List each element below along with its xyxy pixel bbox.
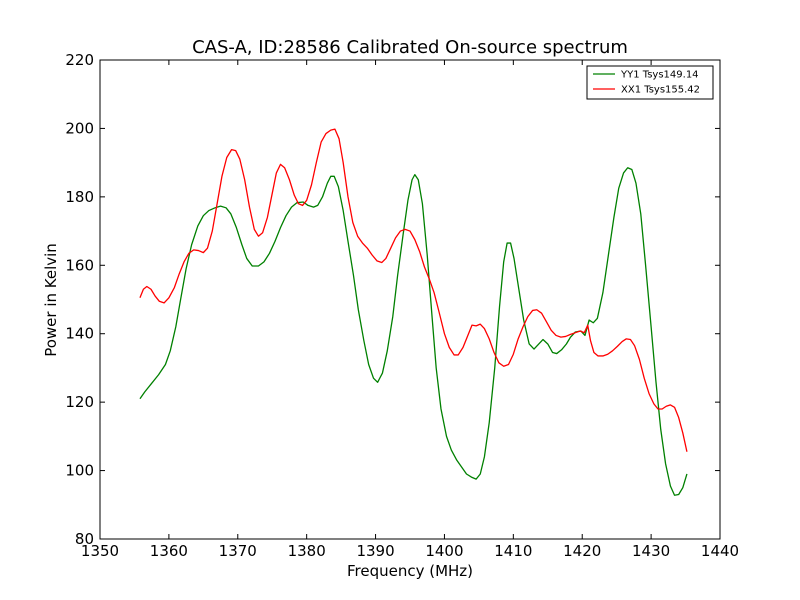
y-tick-label: 120 — [65, 393, 94, 411]
legend-box — [586, 65, 714, 100]
x-tick-label: 1430 — [632, 542, 670, 560]
legend-label: XX1 Tsys155.42 — [621, 85, 700, 96]
ticks-layer: 1350 1360 1370 1380 1390 1400 1410 1420 1430 1440… — [65, 51, 739, 560]
x-tick-label: 1440 — [701, 542, 739, 560]
chart-title: CAS-A, ID:28586 Calibrated On-source spe… — [192, 37, 628, 58]
plot-area: 1350 1360 1370 1380 1390 1400 1410 1420 1430 1440… — [65, 51, 739, 560]
x-tick-label: 1350 — [81, 542, 119, 560]
legend-label: YY1 Tsys149.14 — [620, 70, 699, 81]
x-tick-label: 1360 — [150, 542, 188, 560]
legend: YY1 Tsys149.14 XX1 Tsys155.42 — [586, 65, 714, 100]
plot-frame — [99, 59, 721, 540]
y-tick-label: 220 — [65, 51, 94, 69]
y-tick-label: 140 — [65, 325, 94, 343]
x-tick-label: 1370 — [219, 542, 257, 560]
series-layer — [139, 128, 688, 496]
series-line-2 — [139, 128, 688, 452]
x-axis-title: Frequency (MHz) — [347, 562, 473, 580]
series-line-1 — [139, 167, 688, 496]
x-tick-label: 1400 — [425, 542, 463, 560]
x-tick-label: 1380 — [288, 542, 326, 560]
x-tick-label: 1420 — [563, 542, 601, 560]
y-tick-label: 80 — [75, 530, 94, 548]
x-tick-label: 1410 — [494, 542, 532, 560]
y-tick-label: 100 — [65, 462, 94, 480]
y-tick-label: 200 — [65, 119, 94, 137]
x-tick-label: 1390 — [356, 542, 394, 560]
plot-background — [100, 60, 720, 539]
y-tick-label: 160 — [65, 256, 94, 274]
y-tick-label: 180 — [65, 188, 94, 206]
y-axis-title: Power in Kelvin — [42, 243, 60, 357]
